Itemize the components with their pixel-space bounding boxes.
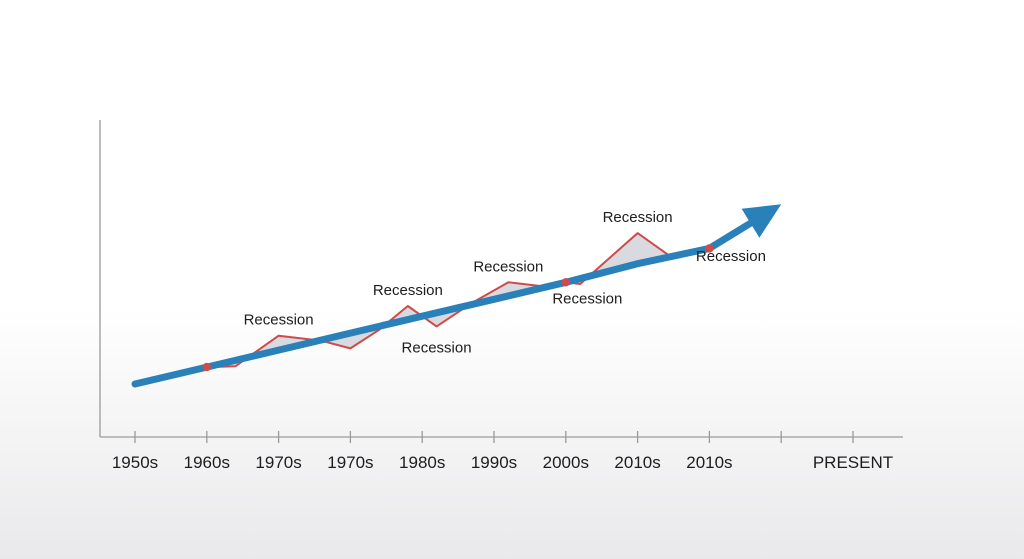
x-tick-label: 1980s — [399, 453, 445, 472]
x-tick-label: 1950s — [112, 453, 158, 472]
marker-point — [705, 244, 714, 253]
recession-label: Recession — [696, 248, 766, 265]
recession-label: Recession — [473, 258, 543, 275]
trend-line — [131, 212, 766, 388]
recession-label: Recession — [244, 312, 314, 329]
trend-arrow-head — [741, 204, 782, 238]
x-tick-label: 2010s — [686, 453, 732, 472]
recession-label: Recession — [552, 291, 622, 308]
recession-label: Recession — [402, 339, 472, 356]
x-tick-label: 1990s — [471, 453, 517, 472]
marker-point — [202, 362, 211, 372]
x-tick-label: 1970s — [327, 453, 373, 472]
x-tick-label: 1960s — [184, 453, 230, 472]
recession-label: Recession — [373, 282, 443, 299]
recession-label: Recession — [603, 209, 673, 226]
x-tick-label: 2000s — [543, 453, 589, 472]
x-tick-label: PRESENT — [813, 453, 893, 472]
x-tick-label: 1970s — [255, 453, 301, 472]
actual-line — [206, 232, 710, 369]
marker-point — [561, 278, 570, 287]
x-tick-label: 2010s — [614, 453, 660, 472]
